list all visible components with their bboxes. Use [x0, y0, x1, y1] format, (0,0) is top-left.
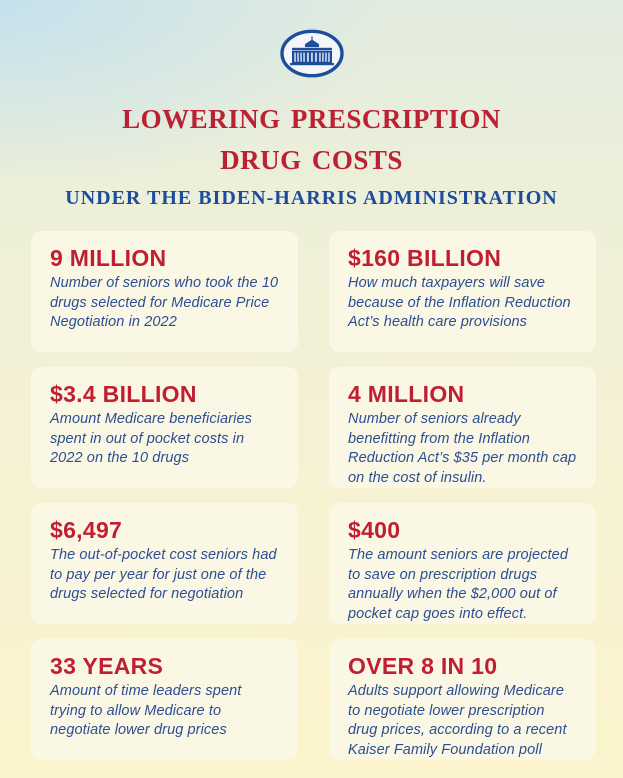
logo-container: [0, 0, 623, 83]
stat-card-400: $400 The amount seniors are projected to…: [329, 502, 596, 624]
page-subtitle: UNDER THE BIDEN-HARRIS ADMINISTRATION: [65, 186, 558, 209]
stat-description: Adults support allowing Medicare to nego…: [348, 682, 567, 759]
stat-description: Amount of time leaders spent trying to a…: [50, 682, 242, 739]
stat-value: $160 BILLION: [348, 244, 502, 271]
stat-value: 9 MILLION: [50, 244, 167, 271]
stat-description: The amount seniors are projected to save…: [348, 546, 569, 623]
stat-card-6497: $6,497 The out-of-pocket cost seniors ha…: [31, 502, 298, 624]
stat-value: OVER 8 IN 10: [348, 652, 498, 679]
stat-value: $400: [348, 516, 401, 543]
stat-description: How much taxpayers will save because of …: [348, 274, 571, 331]
page-title-line2: Drug Costs: [220, 135, 403, 179]
stat-value: 4 MILLION: [348, 380, 465, 407]
stat-value: $3.4 BILLION: [50, 380, 197, 407]
stat-card-4-million: 4 MILLION Number of seniors already bene…: [329, 366, 596, 488]
stat-card-33-years: 33 YEARS Amount of time leaders spent tr…: [31, 638, 298, 760]
header: Lowering Prescription Drug Costs UNDER T…: [0, 0, 623, 210]
stat-description: The out-of-pocket cost seniors had to pa…: [50, 546, 277, 603]
page-title: Lowering Prescription Drug Costs: [0, 95, 623, 178]
stat-card-grid: 9 MILLION Number of seniors who took the…: [31, 230, 596, 760]
stat-description: Number of seniors who took the 10 drugs …: [50, 274, 279, 331]
stat-card-over-8-in-10: OVER 8 IN 10 Adults support allowing Med…: [329, 638, 596, 760]
stat-card-9-million: 9 MILLION Number of seniors who took the…: [31, 230, 298, 352]
stat-value: 33 YEARS: [50, 652, 164, 679]
stat-description: Number of seniors already benefitting fr…: [348, 410, 577, 487]
stat-card-160-billion: $160 BILLION How much taxpayers will sav…: [329, 230, 596, 352]
stat-description: Amount Medicare beneficiaries spent in o…: [50, 410, 252, 467]
page-title-line1: Lowering Prescription: [122, 94, 501, 137]
white-house-logo-icon: [279, 29, 345, 83]
stat-card-3-4-billion: $3.4 BILLION Amount Medicare beneficiari…: [31, 366, 298, 488]
stat-value: $6,497: [50, 516, 123, 543]
